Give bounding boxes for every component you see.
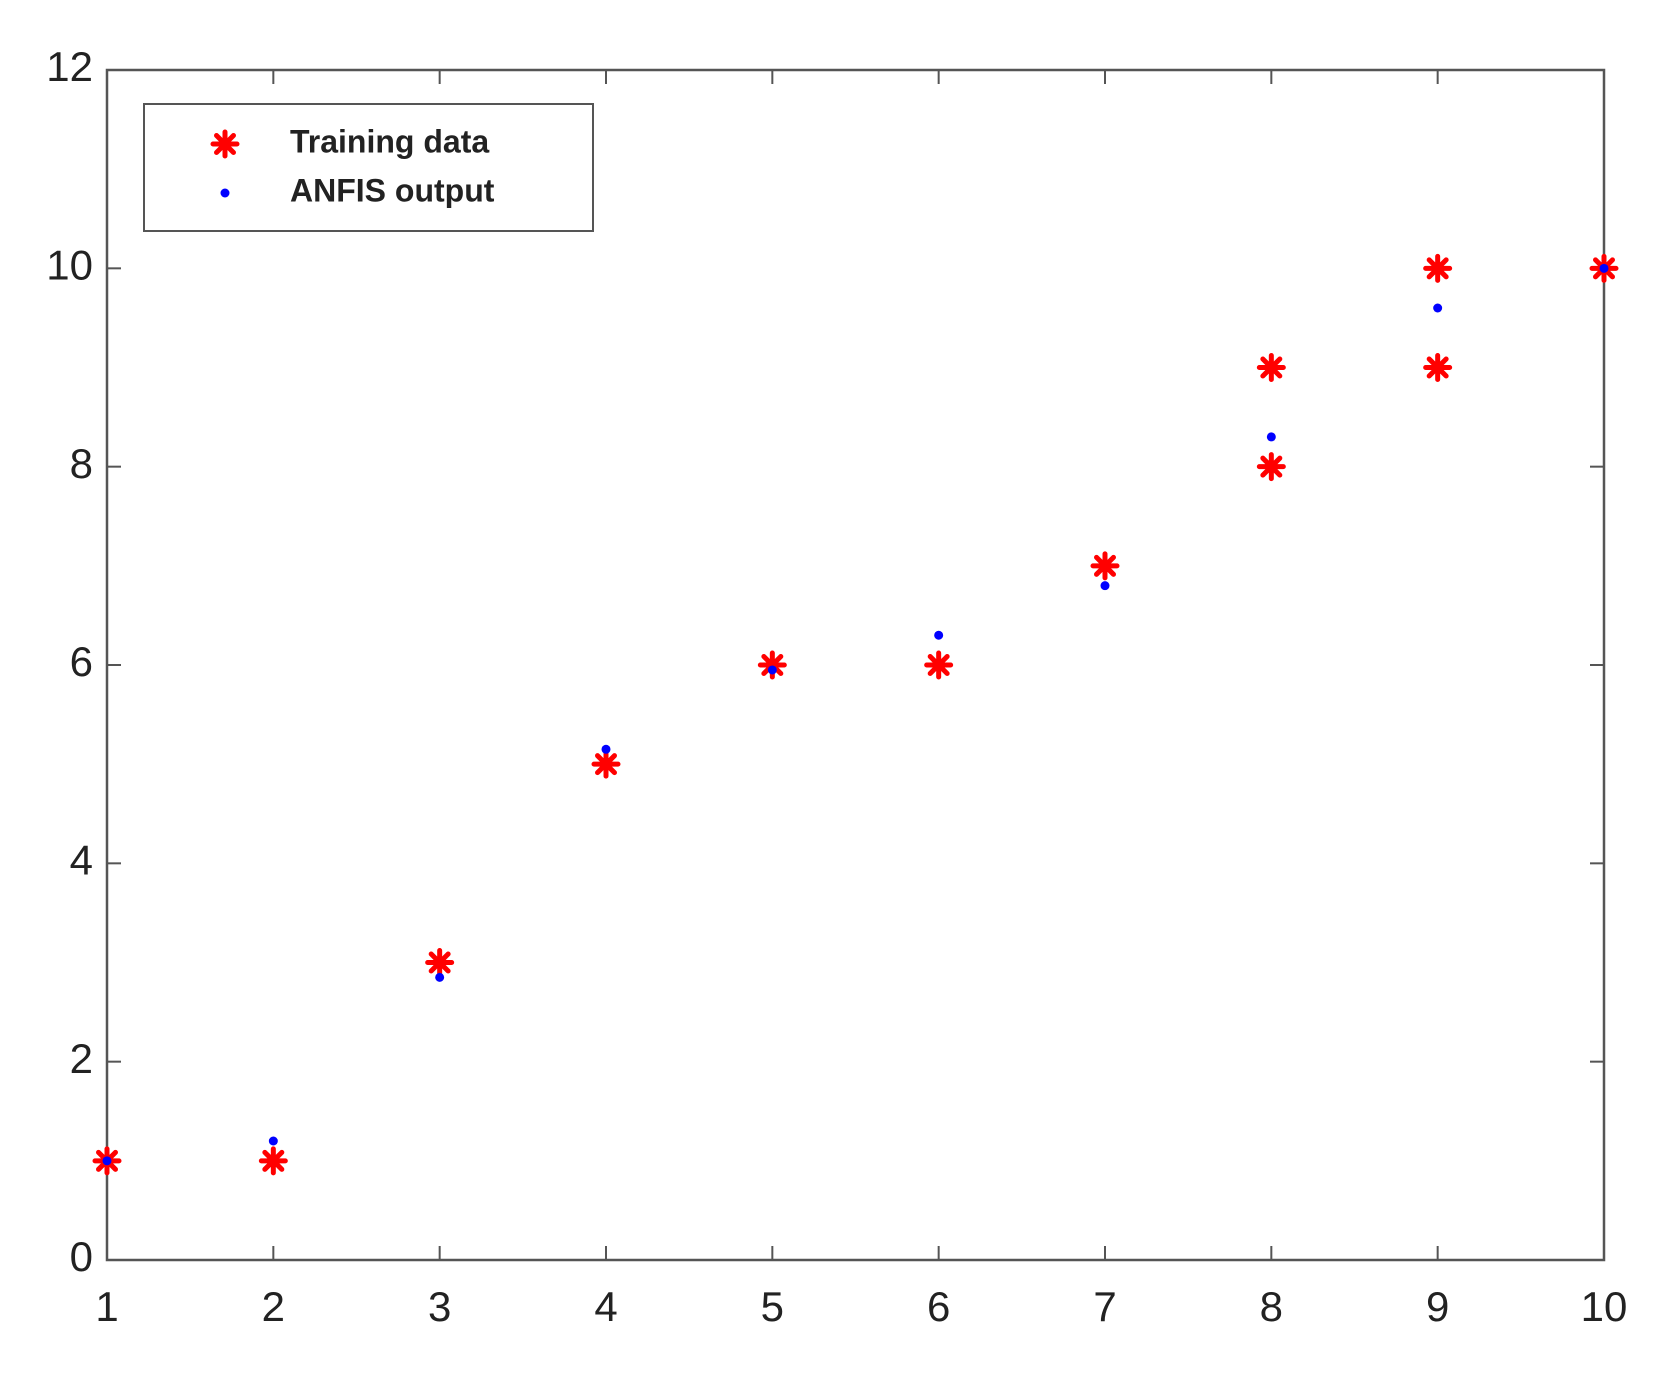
point (1433, 303, 1443, 313)
legend-box (143, 103, 594, 232)
point (1599, 263, 1609, 273)
y-tick-label: 0 (70, 1233, 93, 1280)
y-tick-label: 4 (70, 836, 93, 883)
point (268, 1136, 278, 1146)
point (1423, 353, 1453, 382)
point (1423, 253, 1453, 283)
y-tick-label: 6 (70, 638, 93, 685)
legend-label: Training data (290, 123, 489, 159)
legend-marker (220, 188, 230, 198)
point (258, 1146, 288, 1176)
point (1266, 432, 1276, 442)
legend-marker (210, 129, 240, 159)
x-tick-label: 4 (594, 1283, 617, 1330)
y-tick-label: 10 (46, 241, 93, 288)
point (1256, 452, 1286, 482)
x-tick-label: 5 (761, 1283, 784, 1330)
point (591, 749, 621, 779)
y-tick-label: 8 (70, 440, 93, 487)
x-tick-label: 3 (428, 1283, 451, 1330)
legend-label: ANFIS output (290, 172, 495, 208)
x-tick-label: 8 (1260, 1283, 1283, 1330)
point (102, 1156, 112, 1166)
y-tick-label: 12 (46, 43, 93, 90)
x-tick-label: 1 (95, 1283, 118, 1330)
point (601, 744, 611, 754)
point (435, 972, 445, 982)
point (924, 650, 954, 680)
point (1100, 581, 1110, 591)
point (1256, 353, 1286, 382)
point (934, 630, 944, 640)
y-tick-label: 2 (70, 1035, 93, 1082)
x-tick-label: 9 (1426, 1283, 1449, 1330)
point (1090, 551, 1120, 581)
x-tick-label: 6 (927, 1283, 950, 1330)
point (767, 665, 777, 675)
plot-frame (105, 68, 1606, 1262)
x-tick-label: 7 (1093, 1283, 1116, 1330)
x-tick-label: 10 (1581, 1283, 1628, 1330)
x-tick-label: 2 (262, 1283, 285, 1330)
point (757, 650, 787, 680)
point (425, 948, 455, 977)
